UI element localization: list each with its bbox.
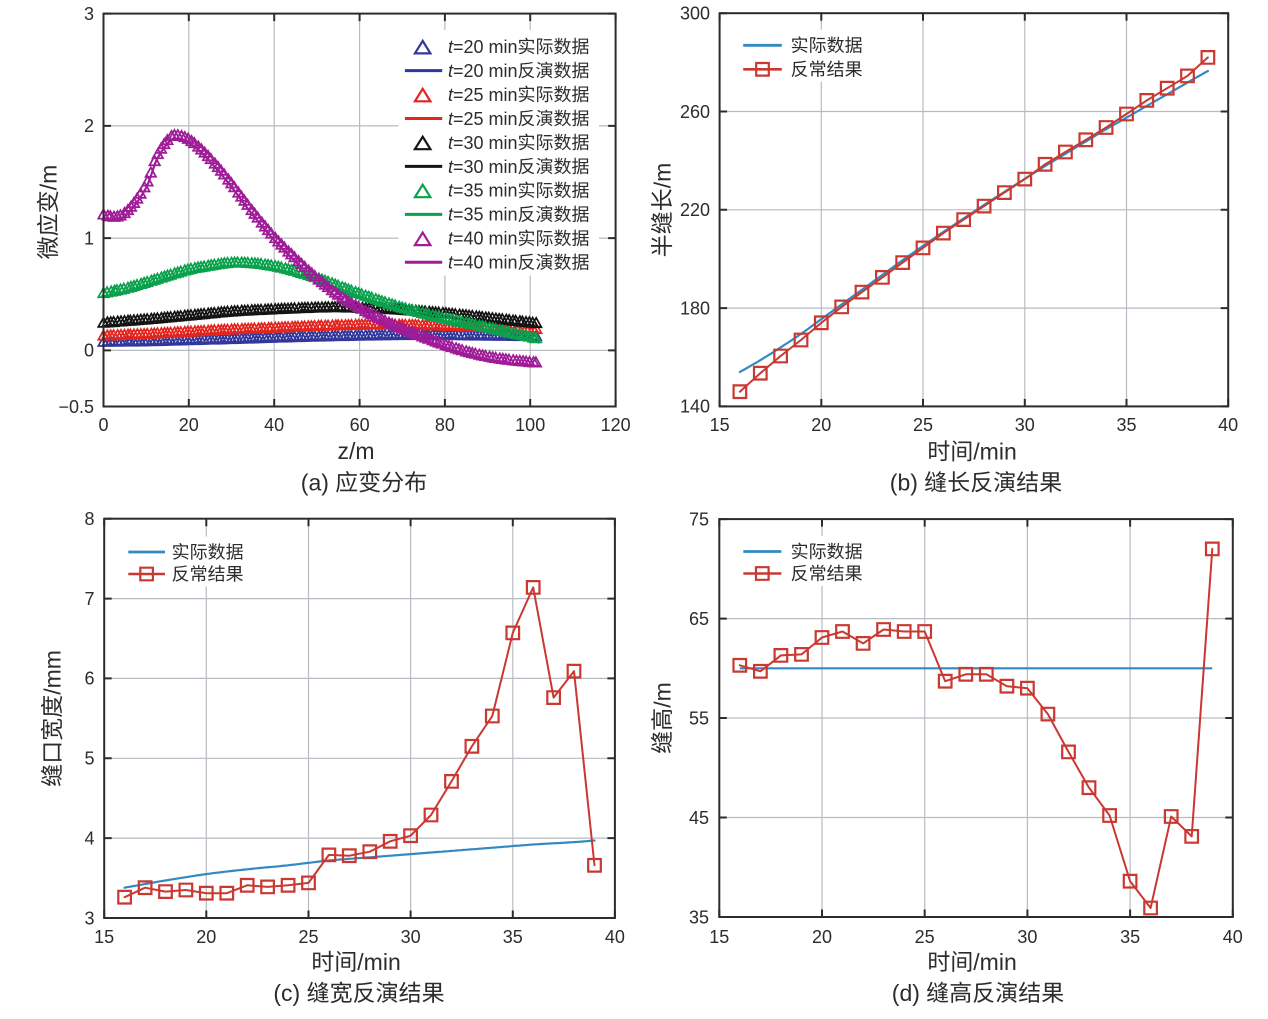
svg-text:=35 min: =35 min — [453, 205, 518, 225]
svg-text:/m: /m — [649, 163, 675, 189]
svg-text:/min: /min — [357, 949, 400, 975]
svg-text:(a): (a) — [301, 470, 329, 496]
svg-text:35: 35 — [1120, 927, 1140, 947]
svg-text:z/m: z/m — [338, 438, 375, 464]
svg-text:t: t — [448, 229, 454, 249]
svg-text:25: 25 — [298, 927, 318, 947]
svg-text:=25 min: =25 min — [453, 109, 518, 129]
svg-text:=40 min: =40 min — [453, 253, 518, 273]
svg-text:35: 35 — [503, 927, 523, 947]
svg-text:15: 15 — [710, 415, 730, 435]
svg-text:t: t — [448, 85, 454, 105]
svg-text:=40 min: =40 min — [453, 229, 518, 249]
svg-text:20: 20 — [812, 927, 832, 947]
svg-text:(d): (d) — [892, 980, 920, 1006]
svg-text:300: 300 — [680, 4, 710, 24]
svg-text:25: 25 — [913, 415, 933, 435]
svg-text:80: 80 — [435, 415, 455, 435]
svg-text:65: 65 — [689, 609, 709, 629]
svg-text:35: 35 — [689, 907, 709, 927]
svg-text:t: t — [448, 205, 454, 225]
svg-text:t: t — [448, 109, 454, 129]
svg-text:=30 min: =30 min — [453, 133, 518, 153]
svg-text:15: 15 — [94, 927, 114, 947]
svg-text:1: 1 — [84, 228, 94, 248]
svg-text:t: t — [448, 157, 454, 177]
svg-text:/mm: /mm — [39, 650, 65, 695]
svg-text:3: 3 — [84, 908, 94, 928]
svg-text:=30 min: =30 min — [453, 157, 518, 177]
svg-text:7: 7 — [84, 589, 94, 609]
svg-text:60: 60 — [350, 415, 370, 435]
svg-text:2: 2 — [84, 116, 94, 136]
svg-text:3: 3 — [84, 4, 94, 24]
svg-text:/min: /min — [973, 949, 1016, 975]
svg-text:45: 45 — [689, 808, 709, 828]
svg-text:120: 120 — [601, 415, 631, 435]
svg-text:180: 180 — [680, 298, 710, 318]
svg-text:100: 100 — [515, 415, 545, 435]
svg-text:t: t — [448, 37, 454, 57]
svg-text:=25 min: =25 min — [453, 85, 518, 105]
svg-text:−0.5: −0.5 — [58, 397, 94, 417]
svg-text:/m: /m — [649, 682, 675, 708]
svg-text:55: 55 — [689, 708, 709, 728]
svg-text:35: 35 — [1116, 415, 1136, 435]
svg-text:20: 20 — [811, 415, 831, 435]
svg-text:30: 30 — [1017, 927, 1037, 947]
svg-text:=35 min: =35 min — [453, 181, 518, 201]
svg-text:(b): (b) — [890, 470, 918, 496]
svg-text:40: 40 — [1223, 927, 1243, 947]
svg-text:140: 140 — [680, 397, 710, 417]
svg-text:220: 220 — [680, 200, 710, 220]
svg-text:(c): (c) — [273, 980, 300, 1006]
svg-text:0: 0 — [84, 341, 94, 361]
svg-text:=20 min: =20 min — [453, 37, 518, 57]
svg-text:5: 5 — [84, 749, 94, 769]
svg-text:8: 8 — [84, 509, 94, 529]
svg-text:40: 40 — [605, 927, 625, 947]
svg-text:20: 20 — [179, 415, 199, 435]
svg-text:30: 30 — [401, 927, 421, 947]
svg-text:t: t — [448, 181, 454, 201]
svg-text:4: 4 — [84, 828, 94, 848]
svg-text:40: 40 — [264, 415, 284, 435]
svg-text:=20 min: =20 min — [453, 61, 518, 81]
svg-text:15: 15 — [709, 927, 729, 947]
svg-text:t: t — [448, 133, 454, 153]
svg-text:260: 260 — [680, 102, 710, 122]
svg-text:/m: /m — [35, 165, 61, 191]
svg-text:30: 30 — [1015, 415, 1035, 435]
svg-text:t: t — [448, 61, 454, 81]
svg-text:40: 40 — [1218, 415, 1238, 435]
svg-text:75: 75 — [689, 509, 709, 529]
svg-text:20: 20 — [196, 927, 216, 947]
svg-text:6: 6 — [84, 669, 94, 689]
svg-text:25: 25 — [915, 927, 935, 947]
svg-text:0: 0 — [98, 415, 108, 435]
svg-text:/min: /min — [973, 439, 1016, 465]
svg-text:t: t — [448, 253, 454, 273]
